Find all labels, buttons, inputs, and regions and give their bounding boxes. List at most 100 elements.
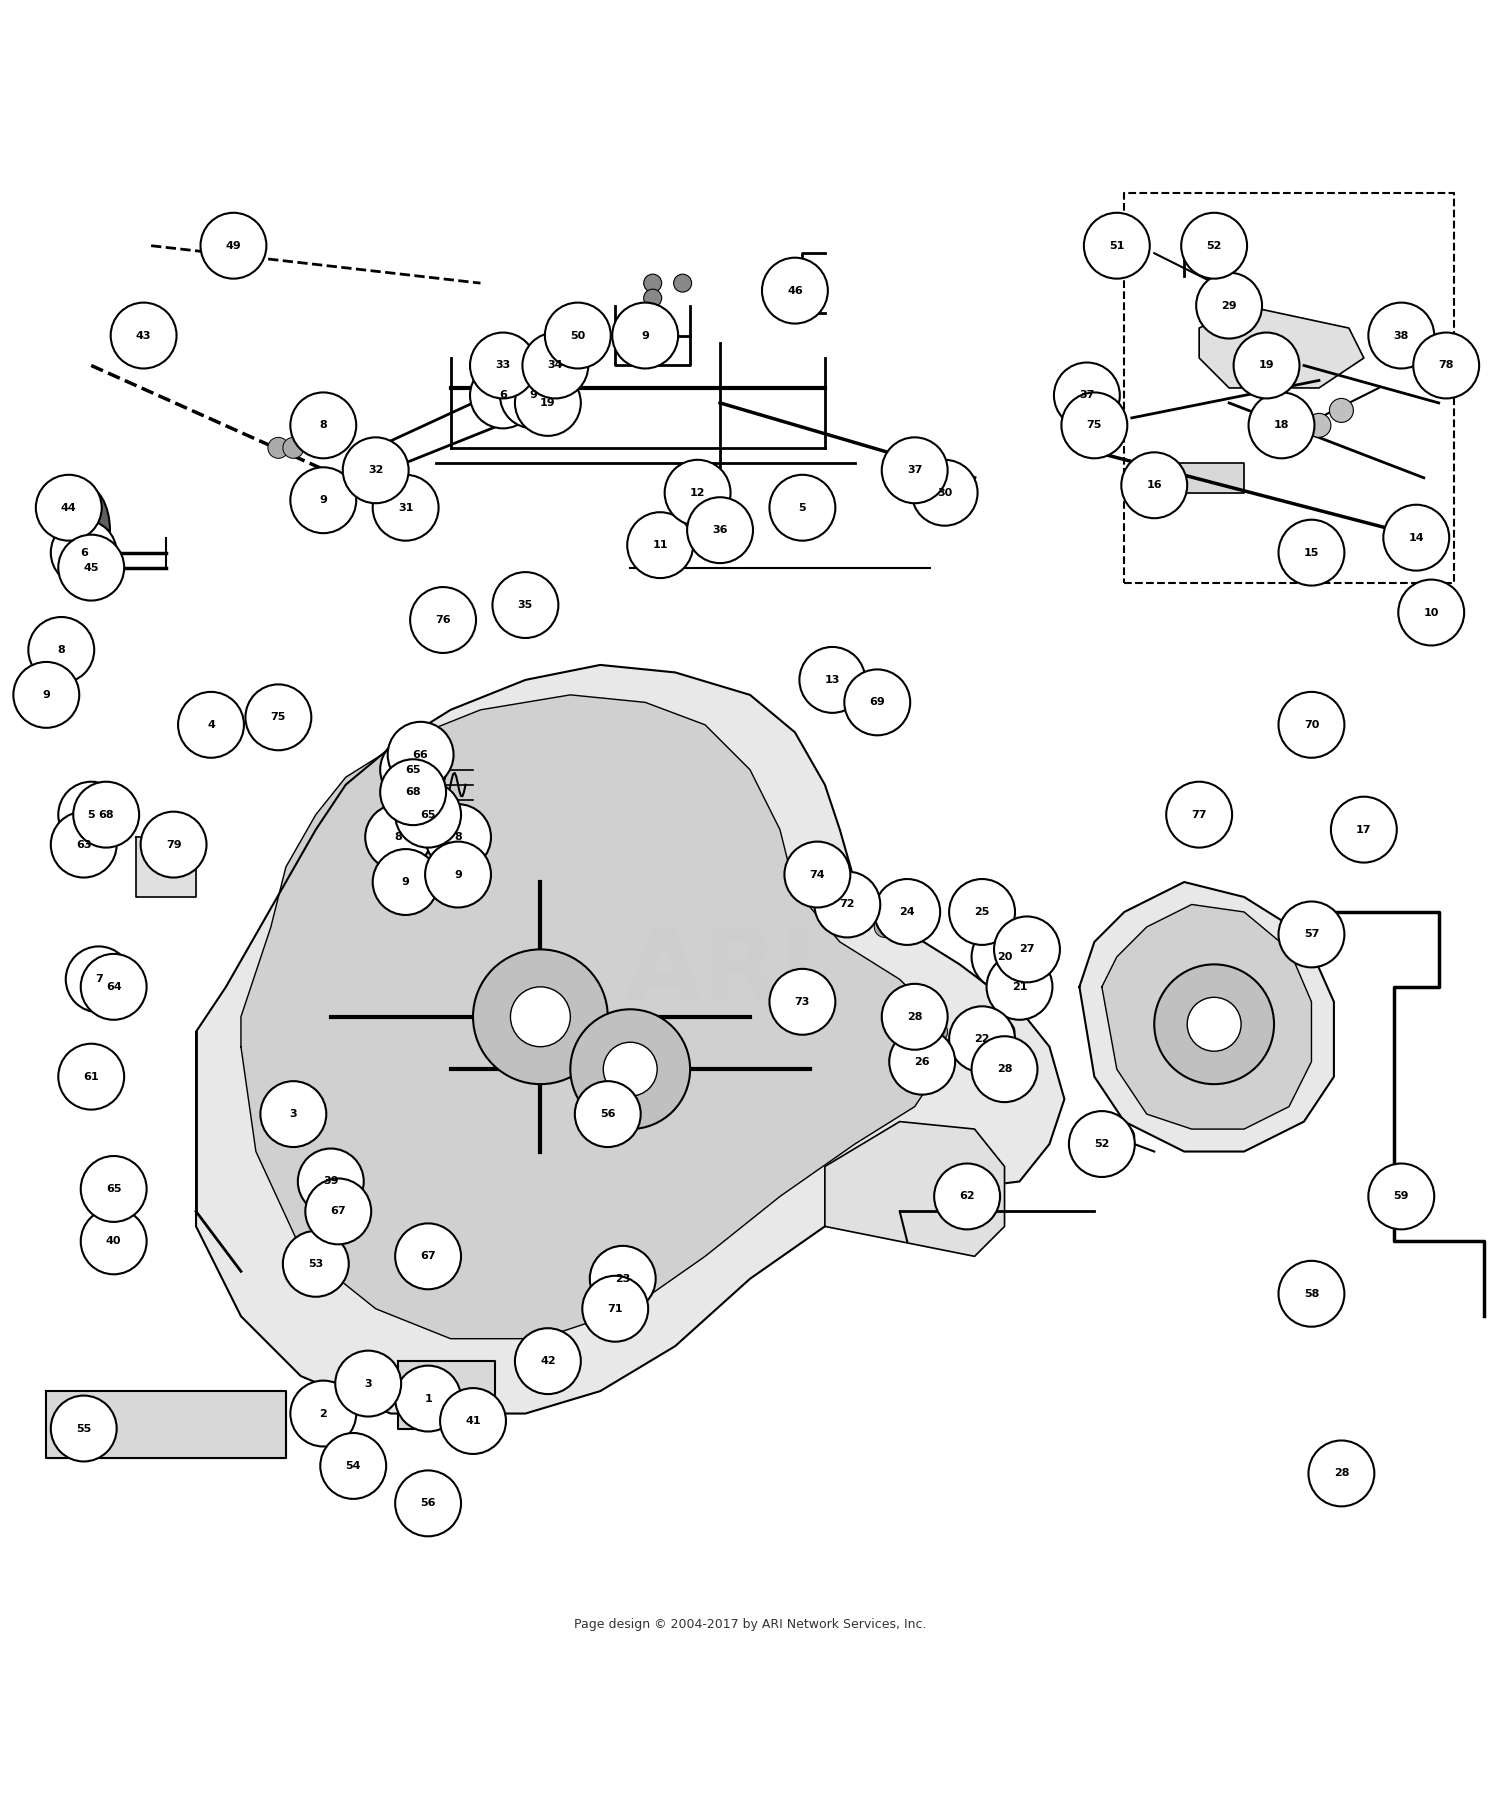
- Text: 8: 8: [57, 646, 64, 655]
- Text: 2: 2: [320, 1408, 327, 1419]
- Circle shape: [1308, 1441, 1374, 1507]
- Circle shape: [472, 949, 608, 1084]
- Text: 23: 23: [615, 1274, 630, 1285]
- Circle shape: [1186, 997, 1240, 1051]
- Circle shape: [410, 587, 476, 653]
- Circle shape: [1092, 1127, 1113, 1146]
- Text: 62: 62: [960, 1191, 975, 1202]
- Text: 59: 59: [1394, 1191, 1408, 1202]
- Circle shape: [470, 362, 536, 429]
- Text: 73: 73: [795, 997, 810, 1006]
- Circle shape: [994, 1021, 1016, 1042]
- Text: 6: 6: [500, 391, 507, 400]
- Circle shape: [844, 669, 910, 736]
- Circle shape: [1062, 393, 1128, 457]
- Text: 65: 65: [405, 764, 422, 775]
- Circle shape: [81, 1209, 147, 1274]
- Circle shape: [1180, 213, 1246, 278]
- Circle shape: [612, 303, 678, 368]
- Text: 19: 19: [1258, 361, 1275, 371]
- Circle shape: [890, 1028, 956, 1094]
- Text: 5: 5: [87, 809, 94, 820]
- Text: 8: 8: [394, 832, 402, 841]
- Text: 52: 52: [1206, 240, 1222, 251]
- Circle shape: [1306, 413, 1330, 438]
- Circle shape: [674, 274, 692, 292]
- Circle shape: [1054, 362, 1120, 429]
- Circle shape: [1368, 303, 1434, 368]
- Circle shape: [1278, 692, 1344, 757]
- Text: 6: 6: [80, 547, 87, 558]
- Text: 75: 75: [270, 712, 286, 723]
- Polygon shape: [242, 694, 945, 1338]
- Circle shape: [890, 992, 910, 1012]
- Circle shape: [387, 782, 408, 802]
- Circle shape: [284, 438, 304, 457]
- Circle shape: [394, 1471, 460, 1536]
- Text: 27: 27: [1019, 944, 1035, 954]
- Text: 72: 72: [840, 899, 855, 910]
- Text: 20: 20: [998, 953, 1012, 962]
- Text: 3: 3: [364, 1378, 372, 1389]
- Text: 63: 63: [76, 840, 92, 850]
- Circle shape: [298, 1148, 363, 1215]
- Text: 74: 74: [810, 870, 825, 879]
- Text: 9: 9: [320, 495, 327, 506]
- Text: 75: 75: [1086, 420, 1102, 431]
- Text: 79: 79: [166, 840, 182, 850]
- Text: 50: 50: [570, 330, 585, 341]
- Text: 1: 1: [424, 1394, 432, 1403]
- Text: 42: 42: [540, 1356, 555, 1367]
- Circle shape: [570, 1010, 690, 1128]
- Circle shape: [178, 692, 244, 757]
- Text: 31: 31: [398, 502, 414, 513]
- Text: 64: 64: [106, 981, 122, 992]
- Ellipse shape: [57, 484, 110, 576]
- Circle shape: [291, 1381, 356, 1446]
- Text: 65: 65: [106, 1184, 122, 1195]
- Circle shape: [644, 289, 662, 307]
- Text: 70: 70: [1304, 719, 1318, 730]
- Circle shape: [440, 1389, 506, 1453]
- Circle shape: [574, 1082, 640, 1146]
- Circle shape: [51, 520, 117, 585]
- Circle shape: [58, 535, 124, 601]
- Text: 40: 40: [106, 1236, 122, 1247]
- Circle shape: [784, 841, 850, 908]
- Circle shape: [1233, 332, 1299, 398]
- Text: 38: 38: [1394, 330, 1408, 341]
- Polygon shape: [196, 666, 1065, 1414]
- Circle shape: [874, 917, 896, 938]
- Circle shape: [284, 1231, 348, 1297]
- Circle shape: [372, 475, 438, 540]
- Circle shape: [13, 662, 80, 728]
- Text: 69: 69: [870, 698, 885, 707]
- Text: 66: 66: [413, 750, 429, 761]
- Text: 30: 30: [938, 488, 952, 497]
- Circle shape: [51, 1396, 117, 1462]
- Circle shape: [394, 1224, 460, 1290]
- Text: 24: 24: [900, 908, 915, 917]
- Circle shape: [1122, 452, 1186, 518]
- Circle shape: [306, 407, 327, 429]
- Text: 9: 9: [454, 870, 462, 879]
- Circle shape: [972, 1037, 1038, 1102]
- Text: 58: 58: [1304, 1288, 1318, 1299]
- Circle shape: [1398, 579, 1464, 646]
- Circle shape: [81, 1155, 147, 1222]
- Circle shape: [470, 332, 536, 398]
- Text: 46: 46: [788, 285, 802, 296]
- Circle shape: [201, 213, 267, 278]
- Text: 13: 13: [825, 675, 840, 685]
- Polygon shape: [1102, 904, 1311, 1128]
- Text: 76: 76: [435, 615, 451, 624]
- Text: 37: 37: [908, 465, 922, 475]
- Circle shape: [291, 466, 356, 533]
- Circle shape: [1084, 213, 1150, 278]
- Circle shape: [336, 1351, 400, 1417]
- Circle shape: [1070, 1110, 1136, 1177]
- Text: 77: 77: [1191, 809, 1208, 820]
- Text: 33: 33: [495, 361, 510, 371]
- Text: 52: 52: [1094, 1139, 1110, 1148]
- Text: 55: 55: [76, 1423, 92, 1433]
